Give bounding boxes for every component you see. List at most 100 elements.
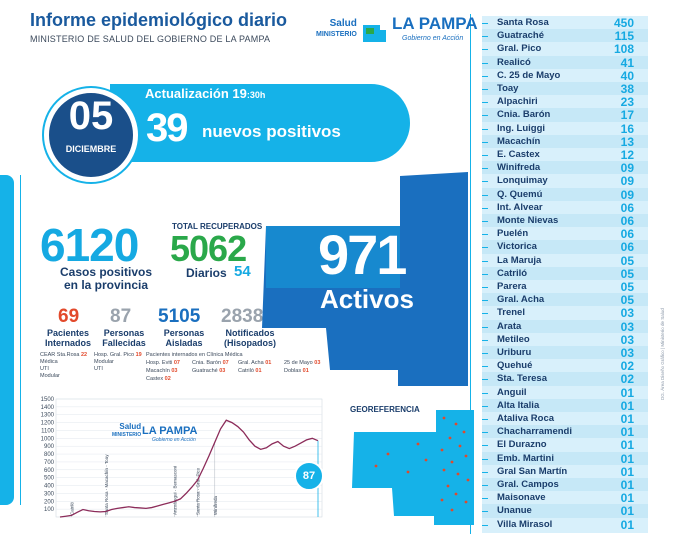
- clinica-row: Guatraché 03: [192, 368, 225, 374]
- district-name: Maisonave: [497, 492, 546, 504]
- georef-point: [464, 500, 468, 504]
- chart-logo-tagline: Gobierno en Acción: [152, 437, 196, 443]
- district-tick: [482, 247, 488, 249]
- activos-value: 971: [318, 223, 407, 286]
- casos-positivos-label: Casos positivos en la provincia: [52, 266, 160, 292]
- district-value: 16: [620, 121, 634, 136]
- cear-uti: UTI: [40, 366, 49, 372]
- chart-annotation: Catriló: [69, 501, 74, 515]
- georef-point: [464, 454, 468, 458]
- chart-y-tick-label: 700: [44, 460, 55, 466]
- district-name: Quehué: [497, 360, 533, 372]
- hosp-pico-label: Hosp. Gral. Pico: [94, 352, 135, 358]
- district-name: Realicó: [497, 56, 531, 68]
- internados-value: 69: [58, 306, 80, 327]
- district-value: 41: [620, 55, 634, 70]
- aisladas-value: 5105: [158, 306, 201, 327]
- chart-end-badge: 87: [294, 461, 324, 491]
- district-value: 12: [620, 148, 634, 162]
- clinica-row-label: Macachín: [146, 368, 172, 374]
- district-tick: [482, 511, 488, 513]
- georef-point: [454, 492, 458, 496]
- district-name: Santa Rosa: [497, 17, 549, 28]
- clinica-row-value: 01: [265, 360, 272, 366]
- chart-y-tick-label: 1000: [41, 436, 55, 442]
- district-tick: [482, 458, 488, 460]
- district-tick: [482, 155, 488, 156]
- district-name: E. Castex: [497, 149, 540, 160]
- activos-label: Activos: [320, 284, 414, 314]
- clinica-row-label: Gral. Acha: [238, 360, 266, 366]
- total-recuperados-label: TOTAL RECUPERADOS: [172, 222, 263, 231]
- district-name: Victorica: [497, 241, 537, 253]
- district-name: Gral. Pico: [497, 43, 542, 55]
- hosp-pico-modular: Modular: [94, 359, 114, 365]
- district-value: 01: [620, 425, 634, 440]
- district-value: 38: [620, 82, 634, 96]
- internados-label-line1: Pacientes: [46, 328, 90, 338]
- district-value: 09: [620, 161, 634, 176]
- district-tick: [482, 221, 488, 222]
- georef-point: [374, 464, 378, 468]
- logo-ministerio-text: MINISTERIO: [316, 31, 357, 38]
- district-value: 13: [620, 134, 634, 149]
- aisladas-label: Personas Aisladas: [156, 328, 212, 348]
- district-tick: [482, 260, 488, 262]
- district-tick: [482, 498, 488, 500]
- district-name: Cnia. Barón: [497, 109, 551, 121]
- district-name: Int. Alvear: [497, 201, 543, 213]
- georef-point: [442, 468, 446, 472]
- report-title: Informe epidemiológico diario: [30, 10, 288, 30]
- clinica-row: Gral. Acha 01: [238, 360, 271, 366]
- district-name: Catriló: [497, 267, 528, 279]
- chart-series-line: [59, 419, 319, 518]
- district-tick: [482, 366, 488, 368]
- district-name: Emb. Martini: [497, 452, 555, 464]
- chart-annotation: Santa Rosa - Gral. Pico: [196, 467, 201, 515]
- hosp-pico-info: Hosp. Gral. Pico 19 Modular UTI: [94, 352, 142, 373]
- district-tick: [482, 141, 488, 143]
- district-value: 02: [620, 359, 634, 374]
- fallecidas-label-line1: Personas: [103, 328, 145, 338]
- georef-point: [442, 416, 446, 420]
- clinica-row-label: Hosp. Eviti: [146, 360, 174, 366]
- chart-y-tick-label: 1300: [41, 413, 55, 419]
- clinica-row-label: Guatraché: [192, 368, 220, 374]
- chart-y-tick-label: 300: [44, 491, 55, 497]
- chart-y-tick-label: 200: [44, 499, 55, 505]
- district-name: Alta Italia: [497, 399, 540, 411]
- right-divider: [470, 14, 471, 534]
- clinica-row-label: Catriló: [238, 368, 256, 374]
- district-tick: [482, 181, 488, 183]
- georef-point: [440, 498, 444, 502]
- district-row: Lonquimay 09: [482, 174, 648, 191]
- georef-point: [456, 472, 460, 476]
- la-pampa-logo-icon: [363, 25, 386, 42]
- left-divider: [20, 175, 21, 505]
- district-tick: [482, 62, 488, 64]
- chart-annotation: Anzoátegui - Bernasconi: [173, 466, 178, 515]
- district-value: 05: [620, 266, 634, 281]
- total-recuperados-value: 5062: [170, 228, 247, 269]
- diarios-label: Diarios: [186, 266, 227, 280]
- chart-y-tick-label: 600: [44, 468, 55, 474]
- design-credit: DG. Área Diseño Gráfico | Ministerio de …: [660, 308, 665, 400]
- district-name: Gral San Martín: [497, 465, 568, 477]
- district-value: 17: [620, 108, 634, 123]
- district-name: Anguil: [497, 386, 527, 398]
- district-tick: [482, 379, 488, 381]
- district-name: Villa Mirasol: [497, 518, 553, 530]
- district-value: 01: [620, 451, 634, 466]
- district-value: 03: [620, 346, 634, 360]
- district-value: 09: [620, 174, 634, 189]
- date-day: 05: [68, 94, 114, 138]
- clinica-row-value: 03: [219, 368, 226, 374]
- district-tick: [482, 194, 488, 196]
- casos-positivos-value: 6120: [40, 219, 139, 271]
- georef-point: [454, 422, 458, 426]
- cear-info: CEAR Sta.Rosa 22 Médica UTI Modular: [40, 352, 87, 380]
- district-tick: [482, 287, 488, 288]
- district-value: 05: [620, 280, 634, 294]
- district-row: Arata 03: [482, 319, 648, 336]
